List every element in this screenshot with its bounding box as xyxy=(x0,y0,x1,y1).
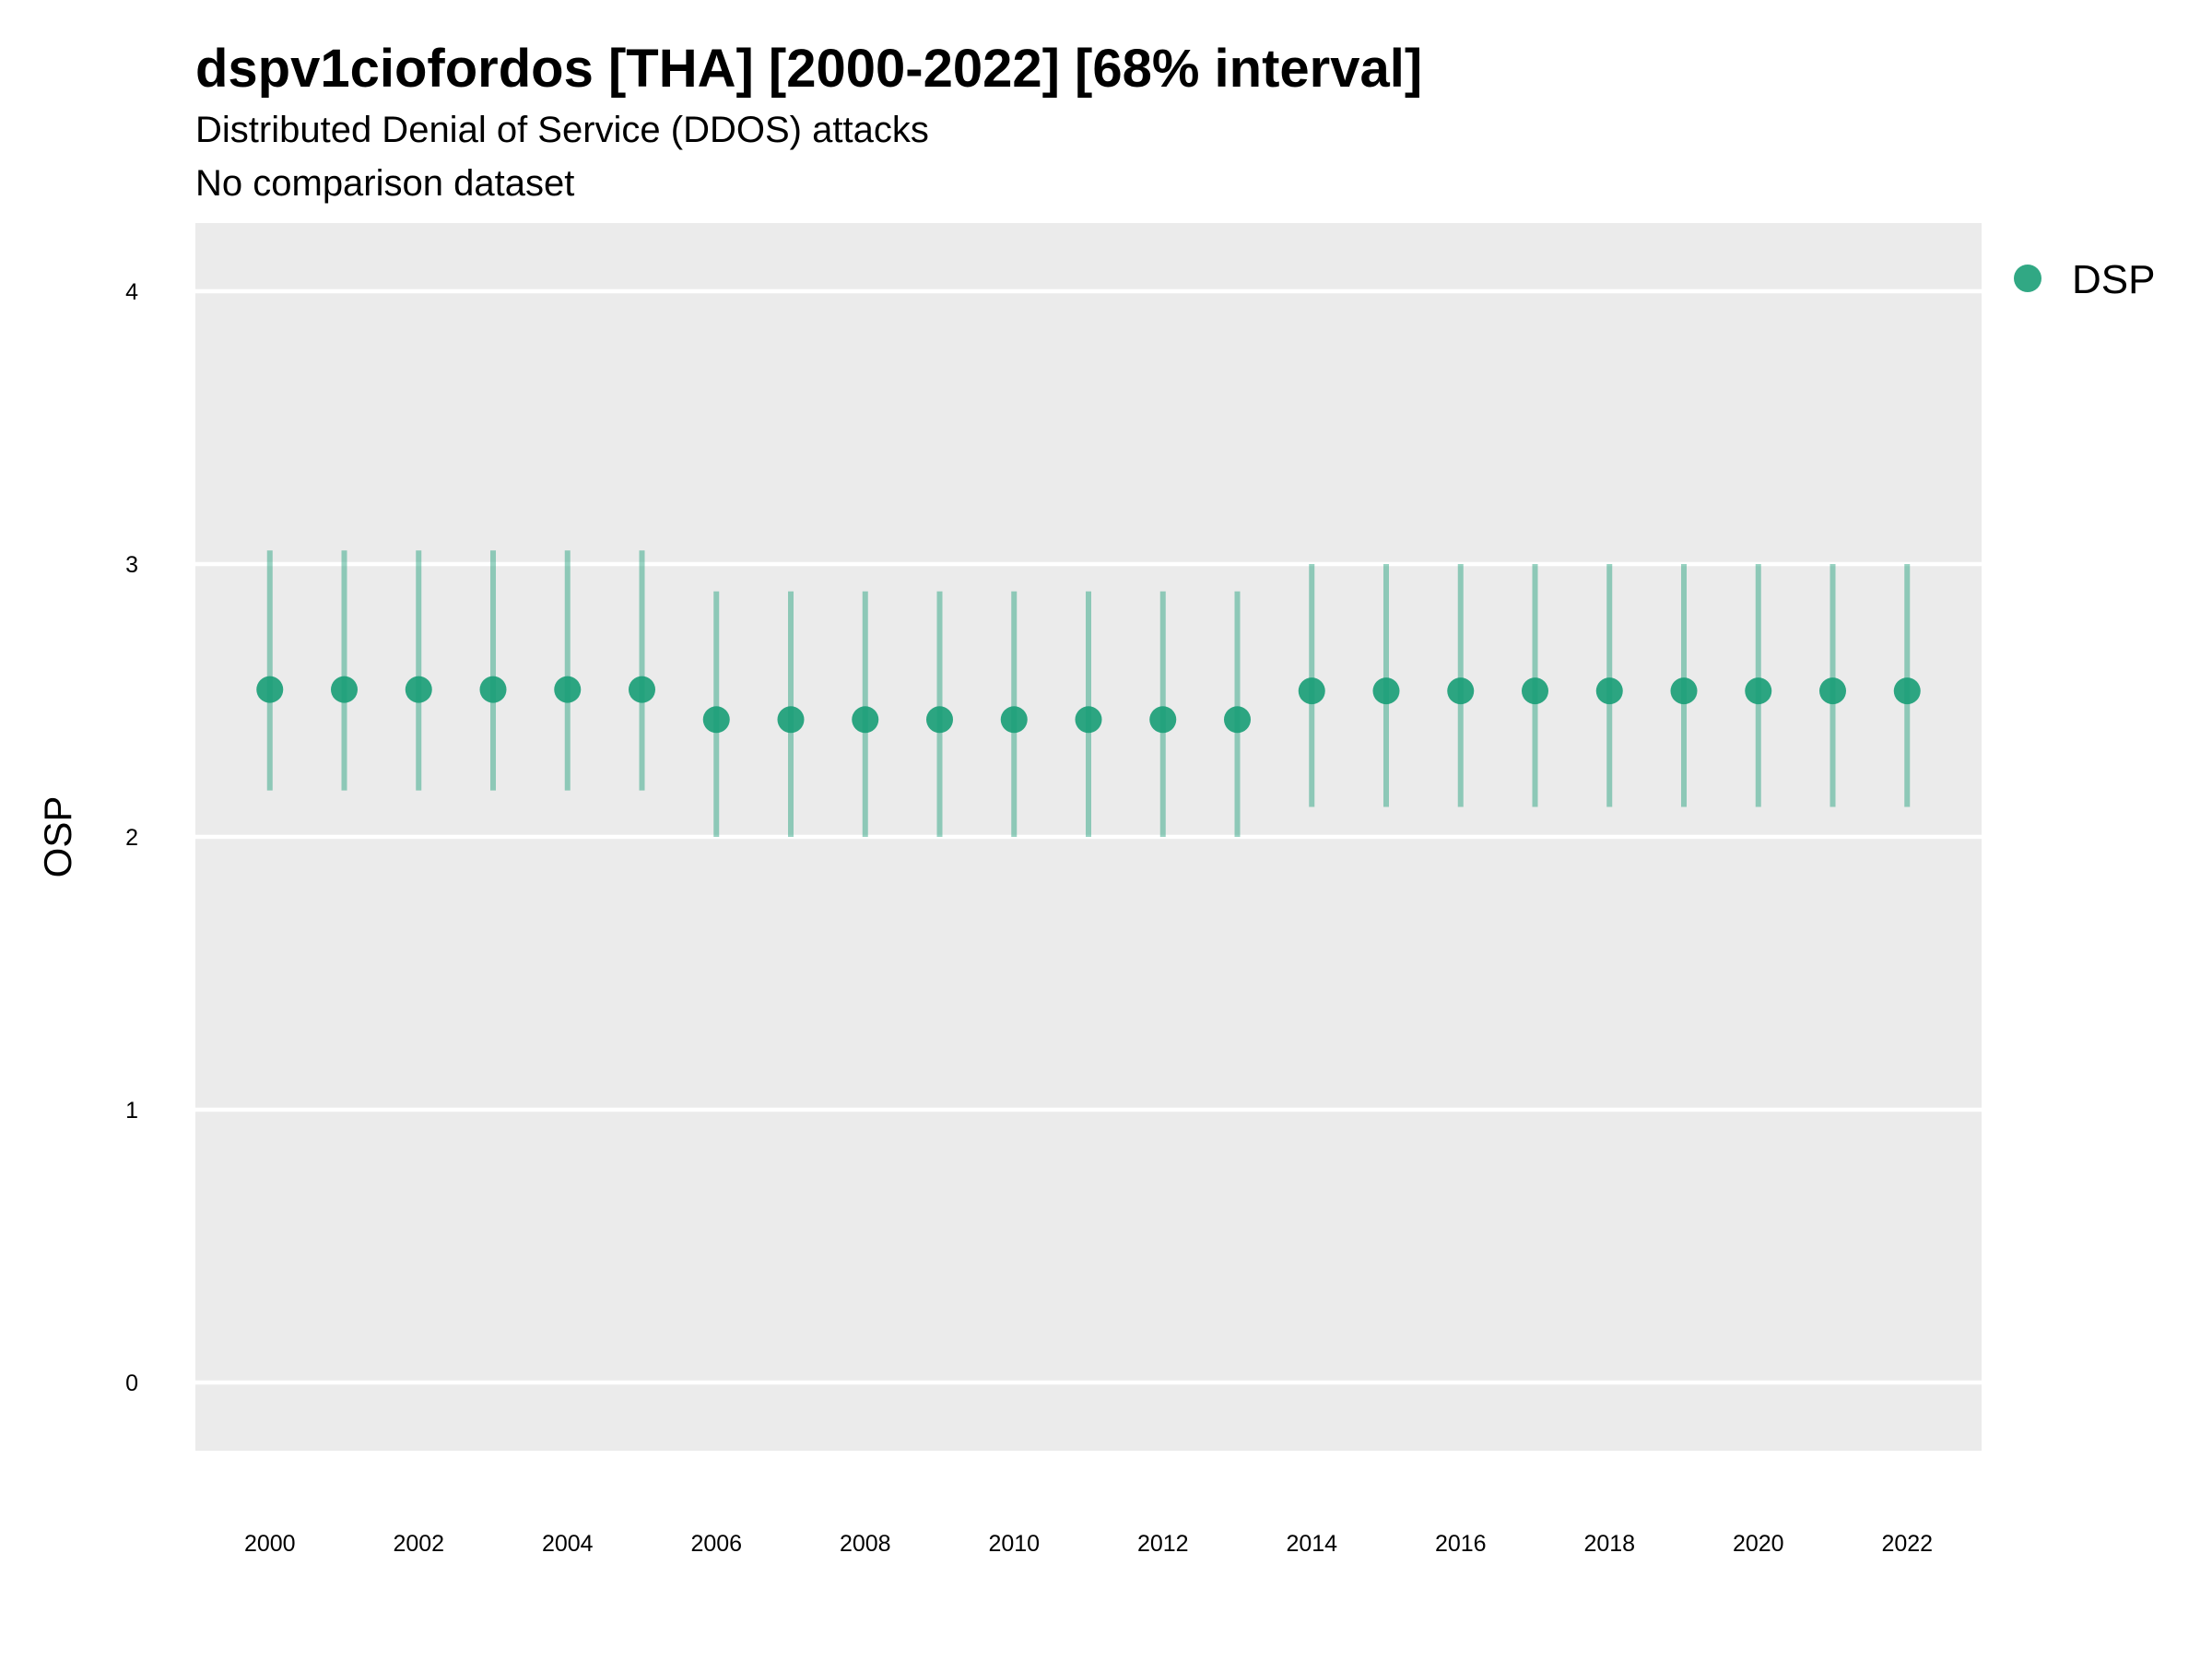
point-2000 xyxy=(256,676,284,703)
point-2008 xyxy=(852,706,879,734)
gridlines xyxy=(195,288,1982,1385)
point-2006 xyxy=(702,706,730,734)
x-tick-label: 2018 xyxy=(1583,1531,1635,1557)
y-axis-label: OSP xyxy=(36,796,79,878)
x-tick-label: 2016 xyxy=(1435,1531,1487,1557)
point-2005 xyxy=(629,676,655,703)
chart-title: dspv1ciofordos [THA] [2000-2022] [68% in… xyxy=(195,39,1422,99)
point-2015 xyxy=(1372,677,1400,705)
point-2018 xyxy=(1595,677,1623,705)
point-2009 xyxy=(926,706,953,734)
y-axis-ticks: 0 1 2 3 4 xyxy=(125,279,138,1396)
point-2011 xyxy=(1075,706,1102,734)
point-2022 xyxy=(1893,677,1921,705)
x-tick-label: 2022 xyxy=(1881,1531,1933,1557)
point-2004 xyxy=(554,676,582,703)
x-axis-ticks: 2000 2002 2004 2006 2008 2010 2012 2014 2016 2018… xyxy=(244,1531,1933,1557)
point-2016 xyxy=(1447,677,1475,705)
y-tick-label: 1 xyxy=(125,1098,138,1124)
point-2010 xyxy=(1000,706,1028,734)
legend-dsp-label: DSP xyxy=(2072,257,2155,302)
x-tick-label: 2000 xyxy=(244,1531,296,1557)
point-2002 xyxy=(405,676,432,703)
point-2003 xyxy=(479,676,507,703)
x-tick-label: 2010 xyxy=(988,1531,1040,1557)
legend-dsp-marker xyxy=(2014,265,2041,292)
x-tick-label: 2012 xyxy=(1137,1531,1189,1557)
point-2013 xyxy=(1224,706,1251,734)
y-tick-label: 0 xyxy=(125,1371,138,1396)
x-tick-label: 2006 xyxy=(690,1531,742,1557)
point-2012 xyxy=(1149,706,1177,734)
point-2014 xyxy=(1298,677,1325,705)
legend: DSP xyxy=(2014,257,2155,302)
point-2007 xyxy=(777,706,805,734)
x-tick-label: 2004 xyxy=(542,1531,594,1557)
x-tick-label: 2002 xyxy=(393,1531,444,1557)
point-2019 xyxy=(1670,677,1698,705)
y-tick-label: 4 xyxy=(125,279,138,305)
data-points xyxy=(256,676,1921,734)
point-2021 xyxy=(1819,677,1846,705)
x-tick-label: 2020 xyxy=(1733,1531,1784,1557)
chart-caption: No comparison dataset xyxy=(195,163,574,204)
x-tick-label: 2008 xyxy=(840,1531,891,1557)
point-2017 xyxy=(1522,677,1548,705)
x-tick-label: 2014 xyxy=(1286,1531,1337,1557)
chart-subtitle: Distributed Denial of Service (DDOS) att… xyxy=(195,110,929,150)
point-2001 xyxy=(331,676,358,703)
y-tick-label: 3 xyxy=(125,552,138,578)
y-tick-label: 2 xyxy=(125,825,138,851)
point-2020 xyxy=(1745,677,1772,705)
